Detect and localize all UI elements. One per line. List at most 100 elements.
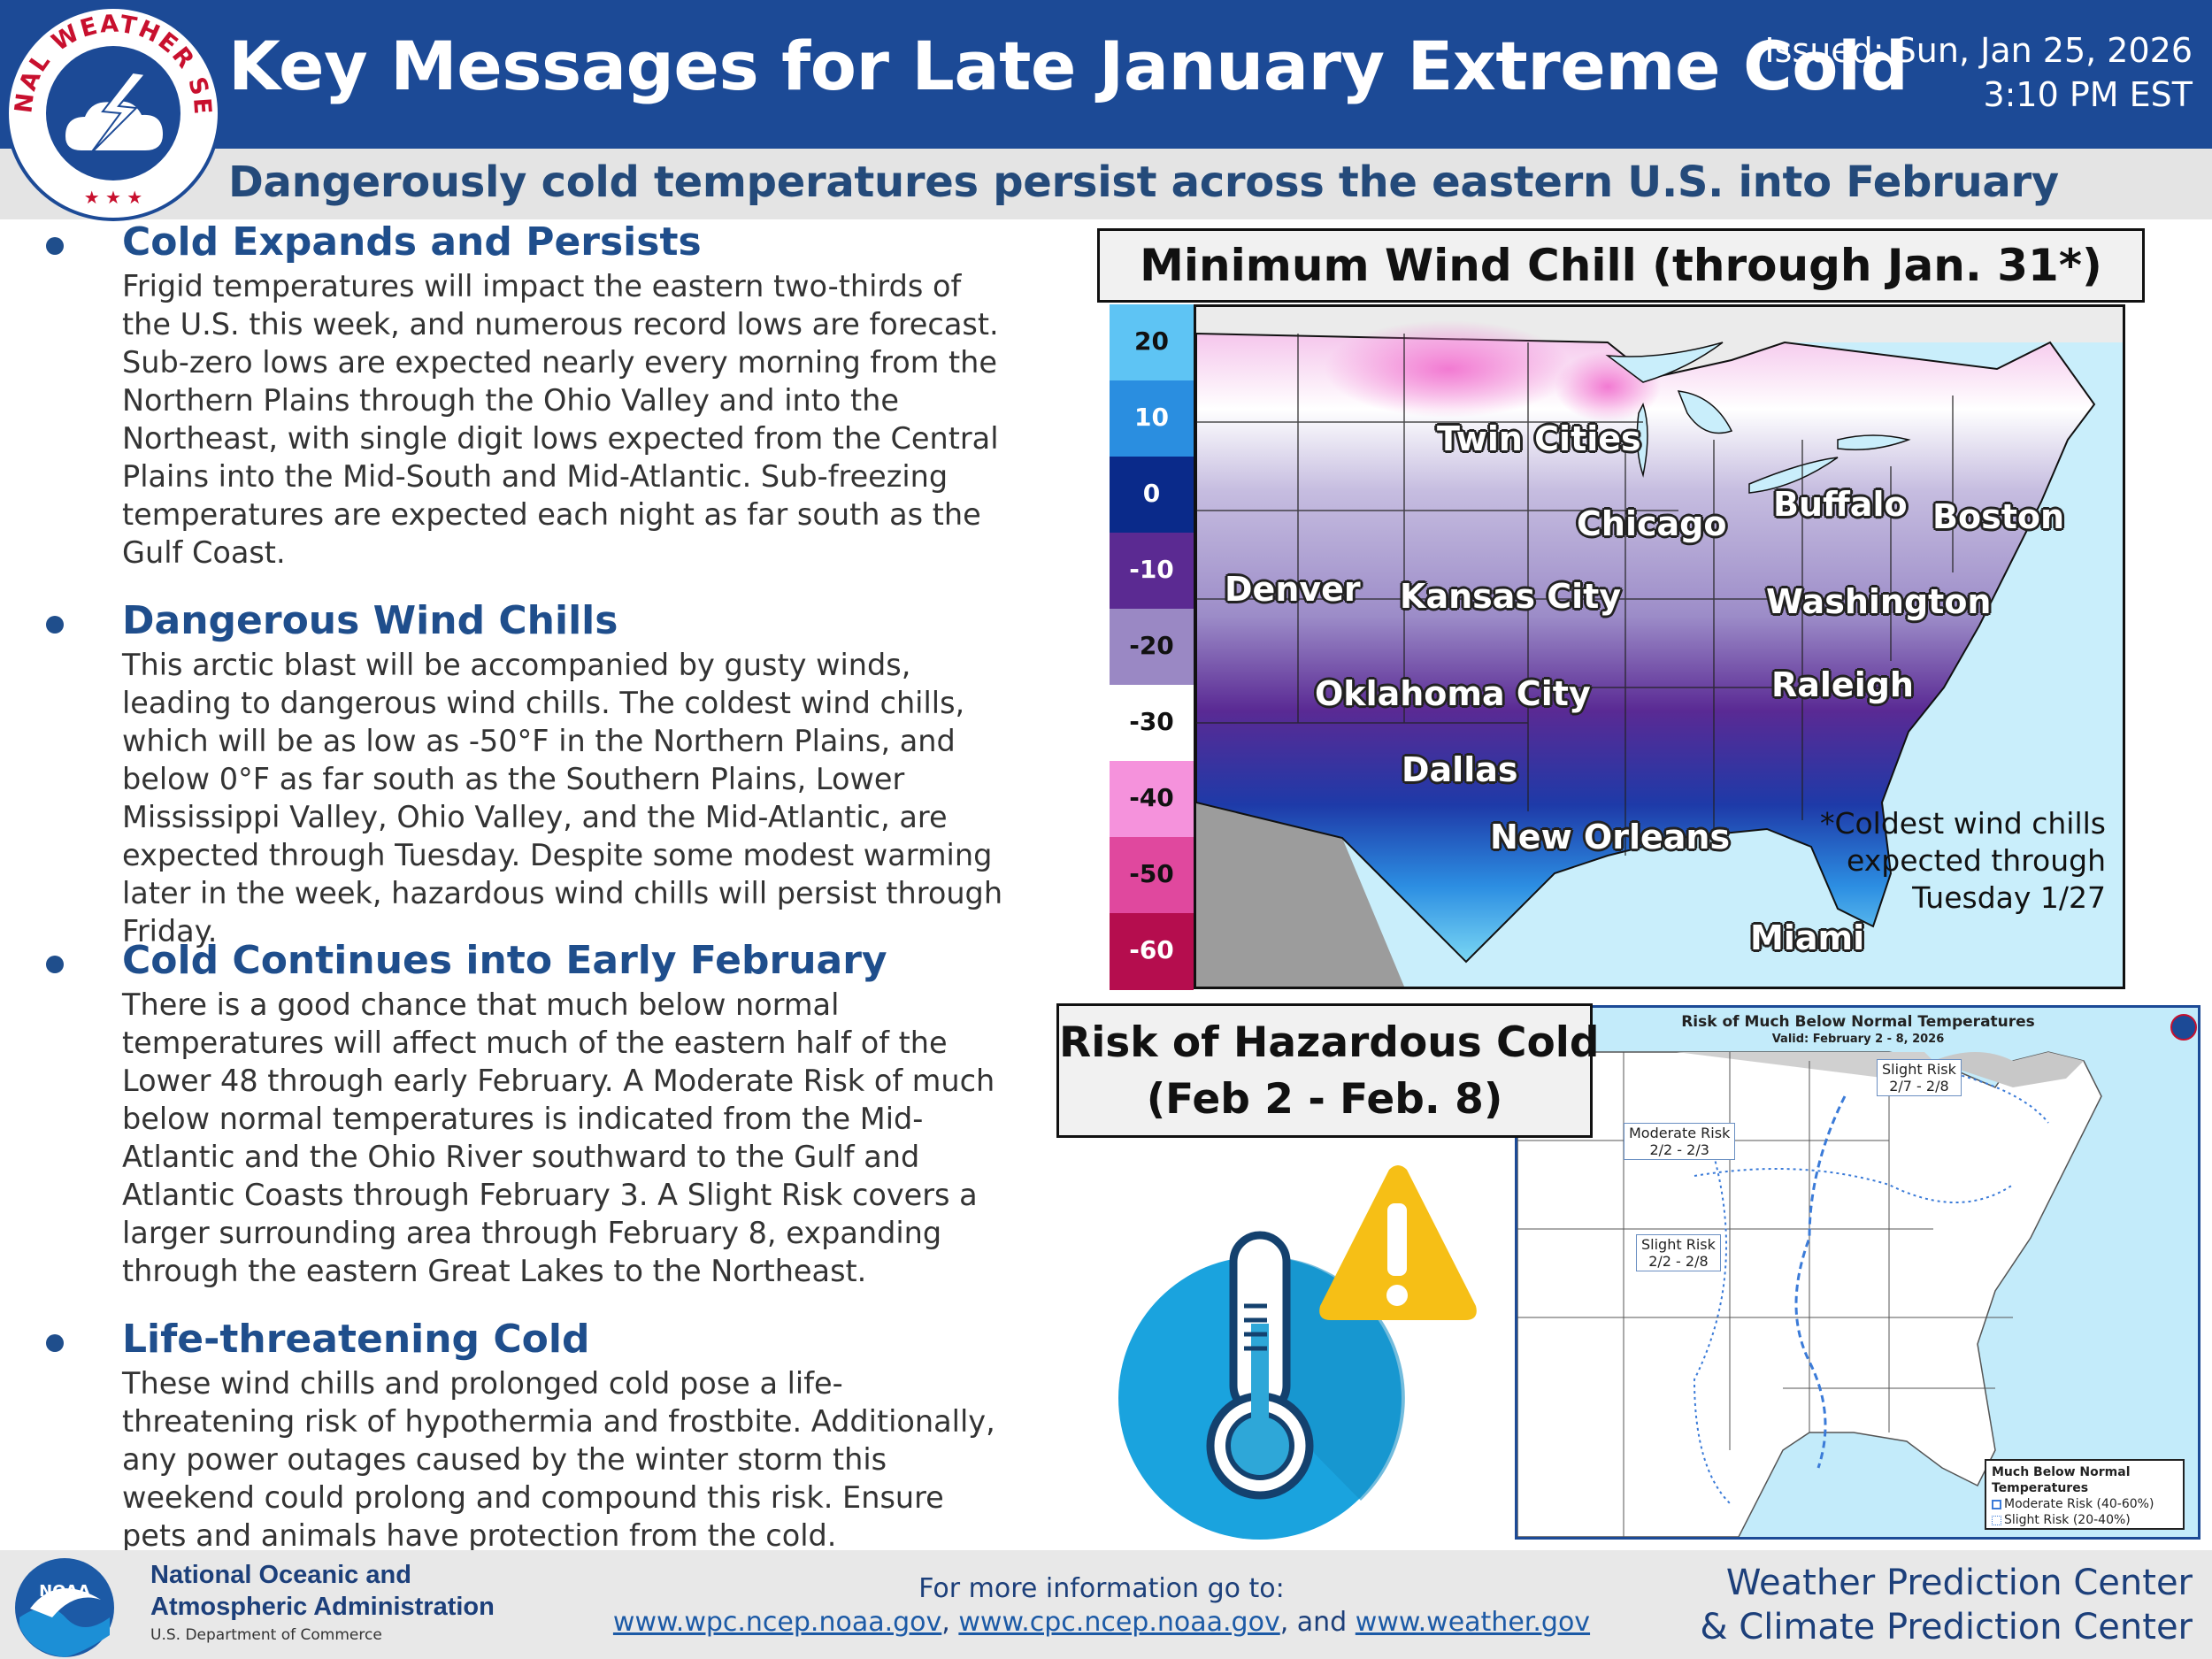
city-label-dallas: Dallas xyxy=(1402,750,1518,789)
noaa-name-line2: Atmospheric Administration xyxy=(150,1593,495,1621)
legend-label: -10 xyxy=(1129,555,1174,584)
legend-swatch xyxy=(1110,913,1194,990)
city-label-raleigh: Raleigh xyxy=(1771,665,1914,704)
legend-swatch xyxy=(1110,609,1194,686)
legend-label: 20 xyxy=(1134,326,1169,356)
wind-chill-title-box: Minimum Wind Chill (through Jan. 31*) xyxy=(1097,228,2145,303)
risk-label-slight: Slight Risk 2/2 - 2/8 xyxy=(1636,1234,1721,1271)
risk-map-title: Risk of Much Below Normal Temperatures xyxy=(1681,1013,2035,1031)
wpc-link[interactable]: www.wpc.ncep.noaa.gov xyxy=(612,1607,942,1638)
bullet-icon xyxy=(46,616,64,634)
wind-chill-note-line: expected through xyxy=(1847,843,2106,878)
risk-label-slight-late: Slight Risk 2/7 - 2/8 xyxy=(1877,1059,1962,1096)
legend-label: 10 xyxy=(1134,403,1169,432)
legend-swatch xyxy=(1110,533,1194,610)
legend-label: -20 xyxy=(1129,631,1174,660)
risk-map-legend: Much Below Normal Temperatures Moderate … xyxy=(1985,1459,2185,1530)
risk-map-graphic xyxy=(1517,1008,2198,1537)
section-body-cold-continues: There is a good chance that much below n… xyxy=(122,987,995,1288)
wind-chill-map-graphic xyxy=(1112,307,2123,987)
legend-label: -40 xyxy=(1129,783,1174,812)
legend-swatch xyxy=(1110,761,1194,838)
thermometer-warning-icon xyxy=(1118,1165,1477,1540)
risk-label-dates: 2/7 - 2/8 xyxy=(1889,1078,1949,1094)
city-label-denver: Denver xyxy=(1225,570,1361,609)
risk-legend-slight: Slight Risk (20-40%) xyxy=(1992,1512,2177,1528)
wind-chill-map xyxy=(1110,304,2125,989)
risk-title-line1: Risk of Hazardous Cold xyxy=(1059,1018,1600,1067)
risk-label-dates: 2/2 - 2/3 xyxy=(1649,1141,1709,1158)
section-heading-wind-chills: Dangerous Wind Chills xyxy=(122,598,618,643)
wind-chill-note-line: *Coldest wind chills xyxy=(1819,806,2106,841)
legend-label: -50 xyxy=(1129,859,1174,888)
risk-map: Risk of Much Below Normal Temperatures V… xyxy=(1515,1005,2200,1540)
risk-legend-moderate-label: Moderate Risk (40-60%) xyxy=(2004,1497,2154,1511)
wind-chill-note-line: Tuesday 1/27 xyxy=(1912,880,2106,915)
risk-label-text: Moderate Risk xyxy=(1629,1125,1731,1141)
legend-swatch xyxy=(1110,685,1194,762)
section-body-wind-chills: This arctic blast will be accompanied by… xyxy=(122,648,1003,949)
city-label-washington: Washington xyxy=(1766,582,1992,621)
bullet-icon xyxy=(46,956,64,973)
cpc-link[interactable]: www.cpc.ncep.noaa.gov xyxy=(958,1607,1280,1638)
and-text: and xyxy=(1296,1607,1348,1638)
risk-title-box: Risk of Hazardous Cold (Feb 2 - Feb. 8) xyxy=(1056,1003,1600,1138)
footer-bar xyxy=(0,1550,2212,1659)
risk-map-valid: Valid: February 2 - 8, 2026 xyxy=(1771,1033,1945,1046)
legend-label: -30 xyxy=(1129,707,1174,736)
bullet-icon xyxy=(46,1334,64,1352)
svg-text:NOAA: NOAA xyxy=(39,1582,90,1601)
risk-label-text: Slight Risk xyxy=(1882,1061,1956,1078)
legend-swatch xyxy=(1110,457,1194,534)
more-info-text: For more information go to: xyxy=(918,1573,1285,1604)
page-title: Key Messages for Late January Extreme Co… xyxy=(228,27,1909,105)
noaa-department: U.S. Department of Commerce xyxy=(150,1626,382,1644)
centers-line2: & Climate Prediction Center xyxy=(1700,1607,2193,1647)
issued-time: Issued: Sun, Jan 25, 2026 3:10 PM EST xyxy=(1764,28,2193,117)
city-label-twin-cities: Twin Cities xyxy=(1437,419,1641,458)
risk-label-dates: 2/2 - 2/8 xyxy=(1648,1253,1709,1270)
city-label-chicago: Chicago xyxy=(1577,504,1727,543)
wind-chill-legend: 20 10 0 -10 -20 -30 -40 -50 -60 xyxy=(1110,304,1196,990)
section-heading-cold-continues: Cold Continues into Early February xyxy=(122,938,887,983)
section-body-life-threatening: These wind chills and prolonged cold pos… xyxy=(122,1366,995,1553)
footer-links: www.wpc.ncep.noaa.gov, www.cpc.ncep.noaa… xyxy=(612,1607,1591,1638)
section-heading-cold-expands: Cold Expands and Persists xyxy=(122,219,702,265)
page-subtitle: Dangerously cold temperatures persist ac… xyxy=(228,157,2059,207)
city-label-kansas-city: Kansas City xyxy=(1400,577,1622,616)
subtitle-bar xyxy=(0,149,2212,219)
city-label-miami: Miami xyxy=(1750,918,1865,957)
nws-logo-icon: NATIONAL WEATHER SERVICE ★ ★ ★ xyxy=(4,4,221,221)
section-body-cold-expands: Frigid temperatures will impact the east… xyxy=(122,269,999,570)
header-bar xyxy=(0,0,2212,149)
prediction-centers: Weather Prediction Center & Climate Pred… xyxy=(1700,1561,2193,1649)
city-label-new-orleans: New Orleans xyxy=(1490,818,1731,856)
legend-label: -60 xyxy=(1129,935,1174,964)
city-label-buffalo: Buffalo xyxy=(1773,485,1908,524)
issued-date: Issued: Sun, Jan 25, 2026 xyxy=(1764,31,2193,70)
section-heading-life-threatening: Life-threatening Cold xyxy=(122,1317,590,1362)
nws-mini-logo-icon xyxy=(2170,1014,2197,1041)
legend-swatch xyxy=(1110,837,1194,914)
noaa-name: National Oceanic and Atmospheric Adminis… xyxy=(150,1559,495,1623)
risk-legend-title: Much Below Normal Temperatures xyxy=(1992,1465,2131,1495)
risk-title-line2: (Feb 2 - Feb. 8) xyxy=(1146,1075,1503,1124)
svg-text:★ ★ ★: ★ ★ ★ xyxy=(84,187,143,208)
legend-swatch xyxy=(1110,380,1194,457)
noaa-name-line1: National Oceanic and xyxy=(150,1561,411,1589)
risk-label-text: Slight Risk xyxy=(1641,1236,1716,1253)
weather-gov-link[interactable]: www.weather.gov xyxy=(1355,1607,1591,1638)
wind-chill-title: Minimum Wind Chill (through Jan. 31*) xyxy=(1140,240,2102,291)
wind-chill-note: *Coldest wind chills expected through Tu… xyxy=(1778,805,2106,917)
legend-swatch xyxy=(1110,304,1194,381)
risk-legend-moderate: Moderate Risk (40-60%) xyxy=(1992,1496,2177,1512)
issued-clock: 3:10 PM EST xyxy=(1983,75,2193,114)
risk-label-moderate: Moderate Risk 2/2 - 2/3 xyxy=(1624,1123,1736,1160)
bullet-icon xyxy=(46,237,64,255)
city-label-oklahoma-city: Oklahoma City xyxy=(1315,674,1591,713)
city-label-boston: Boston xyxy=(1932,497,2065,536)
legend-label: 0 xyxy=(1142,479,1161,508)
risk-legend-slight-label: Slight Risk (20-40%) xyxy=(2004,1513,2131,1527)
noaa-logo-icon: NOAA xyxy=(15,1558,114,1657)
centers-line1: Weather Prediction Center xyxy=(1725,1563,2193,1603)
